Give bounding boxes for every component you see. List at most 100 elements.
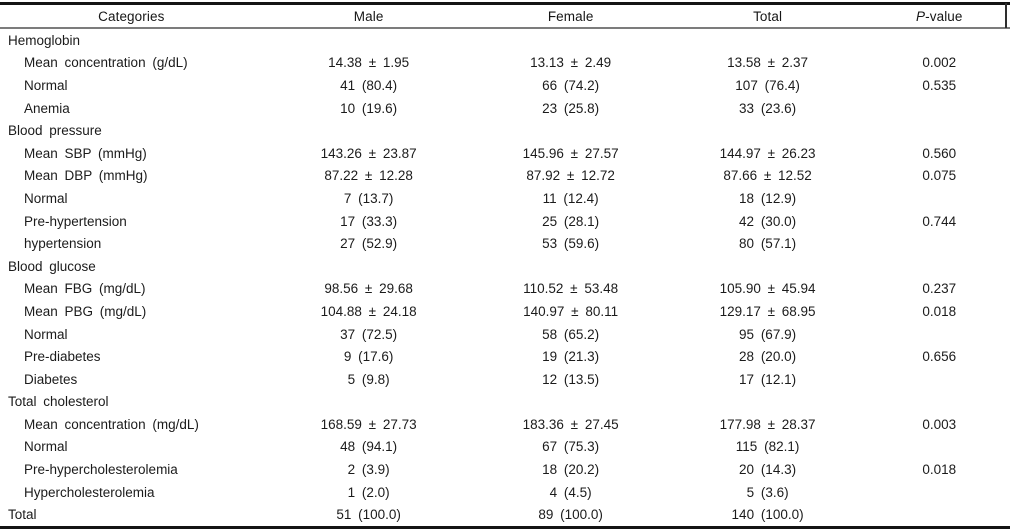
cell-p-value: 0.018 [922, 462, 957, 478]
scan-edge-artifact [1005, 3, 1007, 28]
cell-p-value [869, 368, 1010, 391]
cell-p-value [869, 503, 1010, 527]
cell-male [263, 119, 475, 142]
cell-male: 5 (9.8) [347, 371, 390, 387]
row-label: Mean PBG (mg/dL) [24, 303, 147, 319]
column-header-total: Total [666, 3, 869, 29]
cell-p-value: 0.018 [922, 303, 957, 319]
cell-total: 95 (67.9) [739, 326, 797, 342]
cell-female: 11 (12.4) [542, 190, 599, 206]
cell-male: 7 (13.7) [343, 190, 394, 206]
cell-total: 177.98 ± 28.37 [719, 416, 816, 432]
table-row-subcategory: Mean DBP (mmHg) 87.22 ± 12.28 87.92 ± 12.7… [0, 165, 1010, 188]
cell-total [667, 391, 869, 414]
cell-p-value [869, 187, 1010, 210]
cell-p-value [869, 255, 1010, 278]
cell-p-value [869, 232, 1010, 255]
cell-p-value [869, 119, 1010, 142]
table-row-group: Blood pressure [0, 119, 1010, 142]
row-label: Mean DBP (mmHg) [24, 168, 148, 184]
cell-p-value [869, 436, 1010, 459]
table-row-subcategory: Pre-diabetes 9 (17.6) 19 (21.3) 28 (20.0) 0.… [0, 345, 1010, 368]
cell-male: 51 (100.0) [336, 507, 401, 523]
cell-female [475, 391, 667, 414]
row-label: Blood pressure [8, 123, 102, 139]
row-label: Mean concentration (g/dL) [24, 55, 188, 71]
cell-p-value: 0.744 [922, 213, 957, 229]
cell-female: 87.92 ± 12.72 [526, 168, 615, 184]
cell-male: 17 (33.3) [340, 213, 398, 229]
row-label: Mean FBG (mg/dL) [24, 281, 146, 297]
cell-total: 129.17 ± 68.95 [719, 303, 816, 319]
cell-total: 28 (20.0) [739, 349, 797, 365]
row-label: Blood glucose [8, 258, 96, 274]
table-row-subcategory: Pre-hypertension 17 (33.3) 25 (28.1) 42 (30… [0, 210, 1010, 233]
cell-total: 20 (14.3) [739, 462, 797, 478]
cell-male: 10 (19.6) [340, 100, 398, 116]
table-row-subcategory: Mean PBG (mg/dL) 104.88 ± 24.18 140.97 ± 8… [0, 300, 1010, 323]
table-row-group: Blood glucose [0, 255, 1010, 278]
cell-p-value: 0.535 [922, 77, 957, 93]
cell-male: 143.26 ± 23.87 [320, 145, 417, 161]
row-label: Hemoglobin [8, 32, 81, 48]
cell-p-value: 0.075 [922, 168, 957, 184]
cell-female: 53 (59.6) [542, 236, 600, 252]
cell-p-value: 0.656 [922, 349, 957, 365]
cell-female: 89 (100.0) [538, 507, 603, 523]
table-row-subcategory: Hypercholesterolemia 1 (2.0) 4 (4.5) 5 (3.6… [0, 481, 1010, 504]
cell-p-value [869, 28, 1010, 52]
cell-total [667, 28, 869, 52]
cell-female: 66 (74.2) [542, 77, 600, 93]
table-row-group: Total cholesterol [0, 391, 1010, 414]
cell-p-value [869, 323, 1010, 346]
table-row-subcategory: Diabetes 5 (9.8) 12 (13.5) 17 (12.1) [0, 368, 1010, 391]
cell-female: 18 (20.2) [542, 462, 600, 478]
cell-total: 33 (23.6) [739, 100, 797, 116]
column-header-p-value: P-value [868, 3, 1010, 29]
cell-total: 107 (76.4) [735, 77, 800, 93]
table-row-subcategory: Normal 7 (13.7) 11 (12.4) 18 (12.9) [0, 187, 1010, 210]
p-value-italic-letter: P [916, 8, 926, 24]
column-header-categories: Categories [0, 3, 263, 29]
row-label: Mean SBP (mmHg) [24, 145, 147, 161]
table-body: Hemoglobin Mean concentration (g/dL) 14.38… [0, 28, 1010, 528]
cell-male: 98.56 ± 29.68 [324, 281, 413, 297]
cell-male: 37 (72.5) [340, 326, 398, 342]
cell-female: 19 (21.3) [542, 349, 600, 365]
row-label: Pre-diabetes [24, 349, 101, 365]
row-label: Normal [24, 77, 68, 93]
cell-p-value [869, 481, 1010, 504]
cell-female: 4 (4.5) [549, 484, 592, 500]
table-row-subcategory: Mean FBG (mg/dL) 98.56 ± 29.68 110.52 ± 53… [0, 278, 1010, 301]
cell-total: 18 (12.9) [739, 190, 797, 206]
cell-male: 27 (52.9) [340, 236, 398, 252]
cell-male [263, 255, 475, 278]
row-label: Total [8, 507, 37, 523]
table-row-subcategory: Normal 48 (94.1) 67 (75.3) 115 (82.1) [0, 436, 1010, 459]
cell-female: 23 (25.8) [542, 100, 600, 116]
cell-female: 140.97 ± 80.11 [523, 303, 619, 319]
row-label: Total cholesterol [8, 394, 109, 410]
cell-male: 41 (80.4) [340, 77, 398, 93]
row-label: hypertension [24, 236, 102, 252]
cell-total: 140 (100.0) [731, 507, 804, 523]
cell-female [475, 255, 667, 278]
cell-male [263, 391, 475, 414]
row-label: Pre-hypertension [24, 213, 127, 229]
row-label: Pre-hypercholesterolemia [24, 462, 178, 478]
row-label: Diabetes [24, 371, 78, 387]
column-header-female: Female [474, 3, 667, 29]
table-row-subcategory: Mean concentration (g/dL) 14.38 ± 1.95 13.… [0, 52, 1010, 75]
cell-total: 5 (3.6) [746, 484, 789, 500]
table-row-group: Hemoglobin [0, 28, 1010, 52]
cell-total: 87.66 ± 12.52 [723, 168, 812, 184]
p-value-suffix: -value [925, 8, 963, 24]
cell-p-value [869, 391, 1010, 414]
table-row-subcategory: Mean concentration (mg/dL) 168.59 ± 27.73… [0, 413, 1010, 436]
row-label: Normal [24, 439, 68, 455]
table-row-subcategory: Normal 37 (72.5) 58 (65.2) 95 (67.9) [0, 323, 1010, 346]
table-row-subcategory: Anemia 10 (19.6) 23 (25.8) 33 (23.6) [0, 97, 1010, 120]
cell-female: 145.96 ± 27.57 [522, 145, 619, 161]
cell-total: 13.58 ± 2.37 [727, 55, 809, 71]
